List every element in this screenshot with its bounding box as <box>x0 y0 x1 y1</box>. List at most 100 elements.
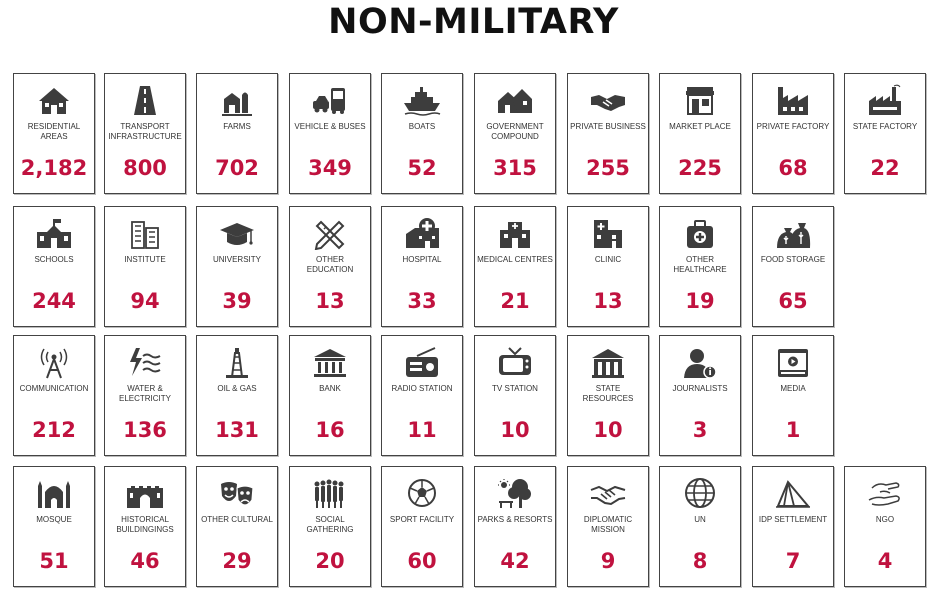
graduation-cap-icon <box>197 215 277 251</box>
category-card: VEHICLE & BUSES 349 <box>289 73 371 194</box>
category-count: 10 <box>593 418 623 442</box>
category-label: VEHICLE & BUSES <box>294 122 366 131</box>
category-card: OTHER HEALTHCARE 19 <box>659 206 741 327</box>
journalist-icon <box>660 344 740 380</box>
category-count: 65 <box>778 289 808 313</box>
category-count: 19 <box>685 289 715 313</box>
category-card: MEDICAL CENTRES 21 <box>474 206 556 327</box>
category-count: 20 <box>315 549 345 573</box>
category-label: INSTITUTE <box>124 255 166 264</box>
category-card: JOURNALISTS 3 <box>659 335 741 456</box>
category-label: FARMS <box>223 122 251 131</box>
category-card: RESIDENTIAL AREAS 2,182 <box>13 73 95 194</box>
farm-icon <box>197 82 277 118</box>
bank-icon <box>290 344 370 380</box>
category-label: MARKET PLACE <box>669 122 731 131</box>
category-count: 225 <box>678 156 722 180</box>
category-card: MEDIA 1 <box>752 335 834 456</box>
handshake-icon <box>568 82 648 118</box>
page-title: NON-MILITARY <box>328 2 619 42</box>
category-count: 68 <box>778 156 808 180</box>
category-count: 9 <box>600 549 616 573</box>
category-count: 13 <box>593 289 623 313</box>
diplomatic-handshake-icon <box>568 475 648 511</box>
category-count: 244 <box>32 289 76 313</box>
category-card: UNIVERSITY 39 <box>196 206 278 327</box>
category-label: HOSPITAL <box>402 255 442 264</box>
category-count: 212 <box>32 418 76 442</box>
category-card: UN 8 <box>659 466 741 587</box>
crowd-icon <box>290 475 370 511</box>
category-label: OTHER EDUCATION <box>306 255 354 274</box>
category-card: PRIVATE BUSINESS 255 <box>567 73 649 194</box>
ship-icon <box>382 82 462 118</box>
house-icon <box>14 82 94 118</box>
category-label: SOCIAL GATHERING <box>306 515 354 534</box>
category-label: UN <box>694 515 706 524</box>
category-card: TRANSPORT INFRASTRUCTURE 800 <box>104 73 186 194</box>
category-count: 131 <box>215 418 259 442</box>
category-card: COMMUNICATION 212 <box>13 335 95 456</box>
compound-icon <box>475 82 555 118</box>
factory-icon <box>753 82 833 118</box>
category-count: 52 <box>407 156 437 180</box>
category-card: INSTITUTE 94 <box>104 206 186 327</box>
category-count: 13 <box>315 289 345 313</box>
category-card: RADIO STATION 11 <box>381 335 463 456</box>
category-label: MEDICAL CENTRES <box>477 255 553 264</box>
medical-centre-icon <box>475 215 555 251</box>
category-count: 10 <box>500 418 530 442</box>
category-label: PARKS & RESORTS <box>477 515 553 524</box>
category-label: HISTORICAL BUILDINGINGS <box>116 515 174 534</box>
category-count: 7 <box>785 549 801 573</box>
category-label: TV STATION <box>492 384 538 393</box>
category-card: BOATS 52 <box>381 73 463 194</box>
state-building-icon <box>568 344 648 380</box>
globe-icon <box>660 475 740 511</box>
school-icon <box>14 215 94 251</box>
category-card: IDP SETTLEMENT 7 <box>752 466 834 587</box>
category-count: 42 <box>500 549 530 573</box>
category-count: 349 <box>308 156 352 180</box>
category-card: NGO 4 <box>844 466 926 587</box>
category-count: 46 <box>130 549 160 573</box>
tent-icon <box>753 475 833 511</box>
category-label: JOURNALISTS <box>672 384 728 393</box>
category-label: COMMUNICATION <box>19 384 89 393</box>
category-count: 2,182 <box>20 156 88 180</box>
category-count: 39 <box>222 289 252 313</box>
oil-rig-icon <box>197 344 277 380</box>
category-label: OTHER HEALTHCARE <box>673 255 727 274</box>
historic-wall-icon <box>105 475 185 511</box>
helping-hands-icon <box>845 475 925 511</box>
category-label: OIL & GAS <box>217 384 257 393</box>
category-label: MEDIA <box>780 384 806 393</box>
category-card: OTHER EDUCATION 13 <box>289 206 371 327</box>
category-card: HISTORICAL BUILDINGINGS 46 <box>104 466 186 587</box>
category-label: GOVERNMENT COMPOUND <box>486 122 544 141</box>
category-label: RADIO STATION <box>391 384 453 393</box>
category-card: FOOD STORAGE 65 <box>752 206 834 327</box>
category-label: SCHOOLS <box>34 255 74 264</box>
category-count: 51 <box>39 549 69 573</box>
category-card: MARKET PLACE 225 <box>659 73 741 194</box>
tv-icon <box>475 344 555 380</box>
park-icon <box>475 475 555 511</box>
category-card: STATE FACTORY 22 <box>844 73 926 194</box>
category-label: TRANSPORT INFRASTRUCTURE <box>108 122 182 141</box>
category-label: RESIDENTIAL AREAS <box>27 122 81 141</box>
category-count: 8 <box>692 549 708 573</box>
category-card: STATE RESOURCES 10 <box>567 335 649 456</box>
category-card: HOSPITAL 33 <box>381 206 463 327</box>
category-count: 29 <box>222 549 252 573</box>
category-label: STATE RESOURCES <box>582 384 634 403</box>
category-count: 800 <box>123 156 167 180</box>
category-label: WATER & ELECTRICITY <box>118 384 171 403</box>
category-label: SPORT FACILITY <box>389 515 455 524</box>
category-count: 21 <box>500 289 530 313</box>
category-card: SCHOOLS 244 <box>13 206 95 327</box>
state-factory-icon <box>845 82 925 118</box>
category-card: DIPLOMATIC MISSION 9 <box>567 466 649 587</box>
category-count: 16 <box>315 418 345 442</box>
category-count: 22 <box>870 156 900 180</box>
